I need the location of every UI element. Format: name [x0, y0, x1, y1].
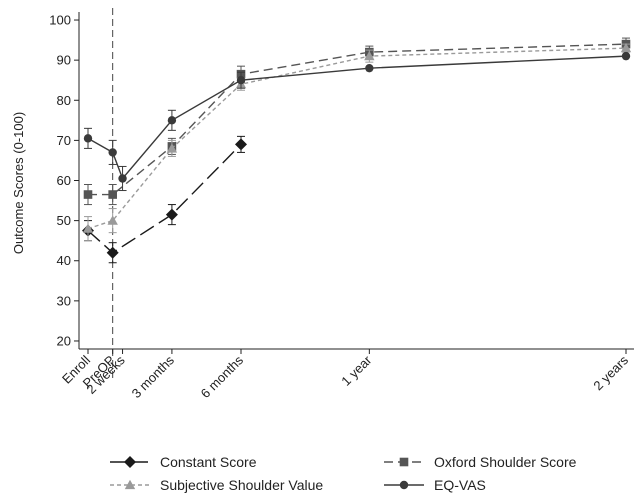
data-point-diamond	[235, 138, 248, 151]
y-tick-label: 40	[57, 253, 71, 268]
series-subjective-shoulder-value	[82, 42, 632, 242]
series-line-subjective-shoulder-value	[87, 47, 627, 230]
data-point-square	[108, 190, 117, 199]
legend-marker-circle	[399, 480, 409, 490]
legend-label: Subjective Shoulder Value	[160, 477, 323, 493]
legend-item-subjective-shoulder-value: Subjective Shoulder Value	[110, 477, 323, 493]
series-eq-vas	[83, 51, 631, 192]
x-tick-label-3-months: 3 months	[129, 352, 178, 401]
y-axis-title: Outcome Scores (0-100)	[11, 112, 26, 254]
data-point-diamond	[106, 246, 119, 259]
y-tick-label: 80	[57, 93, 71, 108]
y-axis-ticks: 20 30 40 50 60 70 80 90 100	[49, 13, 79, 348]
series-oxford-shoulder-score	[83, 37, 631, 206]
data-point-circle	[621, 51, 631, 61]
data-point-triangle	[82, 223, 94, 233]
legend: Constant Score Oxford Shoulder Score Subje…	[110, 454, 577, 493]
y-tick-label: 100	[49, 13, 71, 28]
x-tick-label-1-year: 1 year	[338, 352, 375, 389]
legend-marker-square	[399, 457, 409, 467]
legend-label: EQ-VAS	[434, 477, 486, 493]
data-point-circle	[365, 63, 374, 73]
data-point-triangle	[166, 143, 178, 153]
data-point-triangle	[620, 42, 632, 53]
data-point-circle	[236, 76, 246, 85]
data-point-triangle	[364, 50, 375, 61]
data-point-circle	[108, 148, 117, 157]
data-point-circle	[118, 174, 127, 183]
legend-item-oxford-shoulder-score: Oxford Shoulder Score	[384, 454, 577, 470]
y-tick-label: 20	[57, 333, 71, 348]
data-point-triangle	[107, 215, 118, 225]
data-point-square	[83, 190, 93, 199]
y-tick-label: 90	[57, 53, 71, 68]
data-point-diamond	[165, 208, 178, 221]
legend-label: Oxford Shoulder Score	[434, 454, 577, 470]
series-line-eq-vas	[87, 55, 627, 180]
legend-marker-diamond	[124, 456, 136, 468]
y-tick-label: 70	[57, 133, 71, 148]
x-tick-label-6-months: 6 months	[198, 352, 247, 401]
series-line-constant-score	[87, 143, 242, 254]
y-tick-label: 60	[57, 173, 71, 188]
y-tick-label: 50	[57, 213, 71, 228]
legend-item-eq-vas: EQ-VAS	[384, 477, 486, 493]
data-point-circle	[167, 116, 177, 125]
y-tick-label: 30	[57, 293, 71, 308]
series-layer	[82, 37, 632, 264]
x-tick-label-2-years: 2 years	[590, 352, 631, 393]
legend-item-constant-score: Constant Score	[110, 454, 257, 470]
legend-marker-triangle	[124, 479, 136, 490]
legend-label: Constant Score	[160, 454, 257, 470]
data-point-circle	[83, 134, 93, 143]
series-constant-score	[82, 135, 248, 264]
